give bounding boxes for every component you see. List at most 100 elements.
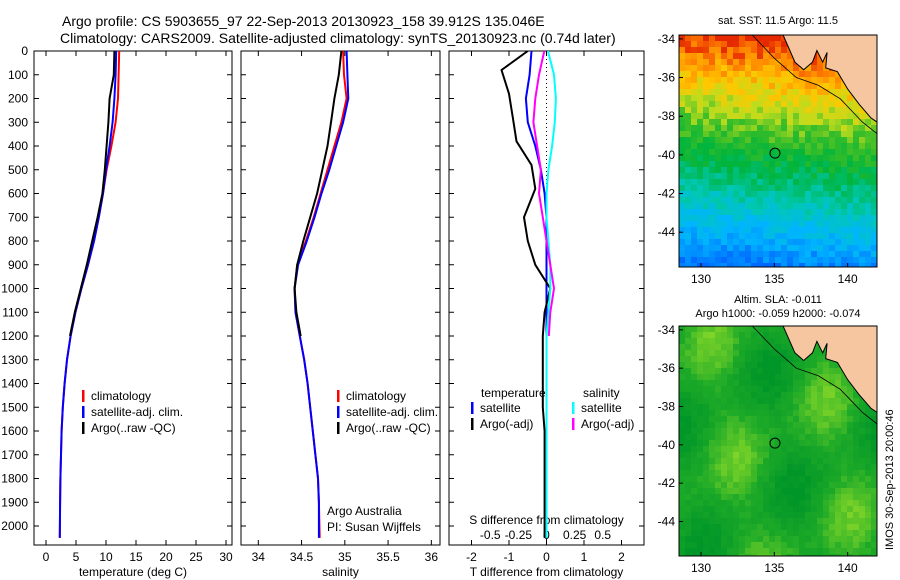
map-cell xyxy=(691,209,698,216)
map-cell xyxy=(769,191,776,198)
map-cell xyxy=(763,392,770,399)
map-cell xyxy=(853,131,860,138)
map-cell xyxy=(739,488,746,495)
map-cell xyxy=(715,53,722,60)
map-cell xyxy=(865,173,872,180)
map-cell xyxy=(715,59,722,66)
map-cell xyxy=(859,113,866,120)
map-cell xyxy=(775,245,782,252)
map-cell xyxy=(841,476,848,483)
map-cell xyxy=(733,41,740,48)
map-cell xyxy=(769,332,776,339)
map-cell xyxy=(793,245,800,252)
temperature-panel: 0100200300400500600700800900100011001200… xyxy=(1,44,233,579)
map-cell xyxy=(751,83,758,90)
map-cell xyxy=(787,185,794,192)
map-cell xyxy=(721,536,728,543)
map-cell xyxy=(793,524,800,531)
map-cell xyxy=(841,530,848,537)
map-cell xyxy=(721,398,728,405)
map-cell xyxy=(853,548,860,555)
map-cell xyxy=(787,95,794,102)
map-cell xyxy=(745,119,752,126)
map-cell xyxy=(691,488,698,495)
map-cell xyxy=(817,197,824,204)
shelf-contour-line xyxy=(752,35,877,134)
map-cell xyxy=(763,185,770,192)
map-cell xyxy=(685,338,692,345)
map-cell xyxy=(775,143,782,150)
map-cell xyxy=(733,530,740,537)
map-cell xyxy=(733,416,740,423)
map-cell xyxy=(691,476,698,483)
map-cell xyxy=(775,59,782,66)
map-cell xyxy=(727,113,734,120)
map-cell xyxy=(751,476,758,483)
map-cell xyxy=(679,233,686,240)
map-cell xyxy=(823,233,830,240)
map-cell xyxy=(847,209,854,216)
map-cell xyxy=(679,506,686,513)
map-cell xyxy=(679,350,686,357)
map-cell xyxy=(685,137,692,144)
map-cell xyxy=(703,221,710,228)
map-cell xyxy=(835,392,842,399)
map-cell xyxy=(769,464,776,471)
map-cell xyxy=(763,233,770,240)
map-cell xyxy=(853,404,860,411)
map-cell xyxy=(769,257,776,264)
map-cell xyxy=(751,488,758,495)
map-cell xyxy=(691,500,698,507)
map-cell xyxy=(811,119,818,126)
map-cell xyxy=(871,536,877,543)
map-cell xyxy=(859,197,866,204)
map-cell xyxy=(685,89,692,96)
map-cell xyxy=(727,398,734,405)
map-cell xyxy=(703,494,710,501)
map-cell xyxy=(691,326,698,333)
map-cell xyxy=(763,530,770,537)
map-cell xyxy=(793,209,800,216)
map-cell xyxy=(709,65,716,72)
map-cell xyxy=(703,35,710,42)
map-cell xyxy=(817,203,824,210)
map-cell xyxy=(799,500,806,507)
map-cell xyxy=(829,191,836,198)
map-cell xyxy=(871,500,877,507)
map-cell xyxy=(721,386,728,393)
map-cell xyxy=(859,191,866,198)
map-cell xyxy=(769,107,776,114)
map-cell xyxy=(859,518,866,525)
map-cell xyxy=(727,77,734,84)
map-cell xyxy=(787,428,794,435)
map-cell xyxy=(697,77,704,84)
map-cell xyxy=(805,65,812,72)
map-cell xyxy=(751,350,758,357)
map-cell xyxy=(721,512,728,519)
map-cell xyxy=(739,35,746,42)
map-cell xyxy=(691,71,698,78)
map-cell xyxy=(739,41,746,48)
map-cell xyxy=(775,338,782,345)
map-cell xyxy=(871,518,877,525)
map-cell xyxy=(697,233,704,240)
map-cell xyxy=(865,536,872,543)
map-cell xyxy=(781,215,788,222)
map-cell xyxy=(829,536,836,543)
map-cell xyxy=(715,125,722,132)
map-cell xyxy=(721,506,728,513)
map-cell xyxy=(835,548,842,555)
map-cell xyxy=(733,191,740,198)
map-cell xyxy=(679,77,686,84)
map-cell xyxy=(775,470,782,477)
map-cell xyxy=(871,482,877,489)
map-cell xyxy=(745,95,752,102)
map-cell xyxy=(715,410,722,417)
map-cell xyxy=(793,89,800,96)
map-cell xyxy=(799,263,806,267)
map-cell xyxy=(823,245,830,252)
map-cell xyxy=(721,380,728,387)
map-cell xyxy=(781,161,788,168)
map-cell xyxy=(871,149,877,156)
map-cell xyxy=(721,161,728,168)
